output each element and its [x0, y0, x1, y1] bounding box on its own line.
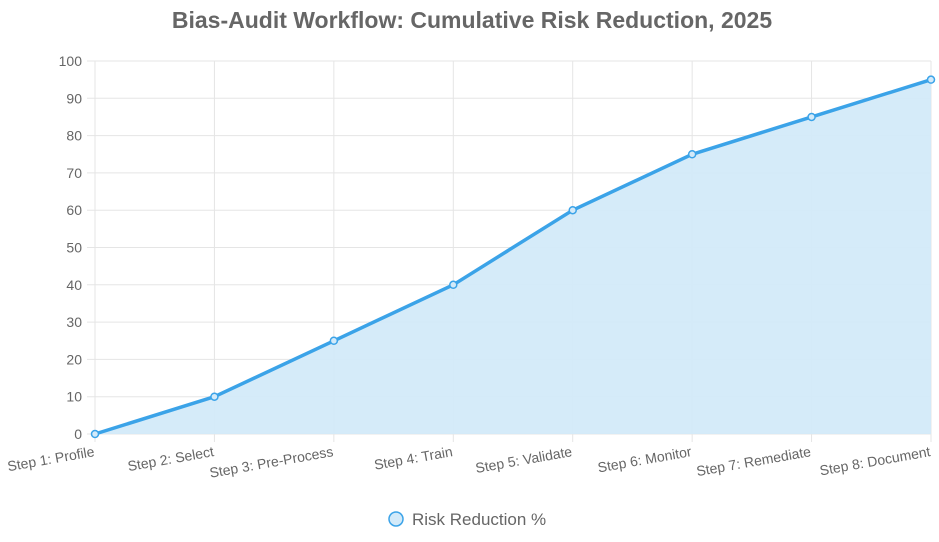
- y-tick-label: 20: [66, 351, 82, 367]
- y-tick-label: 10: [66, 389, 82, 405]
- data-point[interactable]: [449, 280, 458, 290]
- data-point[interactable]: [568, 205, 577, 215]
- x-tick-label: Step 2: Select: [126, 443, 215, 474]
- y-tick-label: 0: [74, 426, 82, 442]
- series-points: [90, 75, 936, 439]
- y-tick-label: 60: [66, 202, 82, 218]
- y-tick-label: 30: [66, 314, 82, 330]
- data-point[interactable]: [329, 336, 339, 345]
- y-tick-label: 80: [66, 128, 82, 144]
- y-tick-label: 100: [59, 53, 83, 69]
- x-tick-label: Step 1: Profile: [6, 443, 96, 474]
- y-tick-label: 50: [66, 240, 82, 256]
- y-tick-label: 40: [66, 277, 82, 293]
- data-point[interactable]: [687, 150, 697, 159]
- x-tick-label: Step 4: Train: [373, 443, 454, 473]
- chart-title: Bias-Audit Workflow: Cumulative Risk Red…: [172, 7, 772, 33]
- legend-marker-icon: [388, 511, 404, 527]
- y-axis-ticks: 0 10 20 30 40 50 60 70 80 90 100: [59, 53, 83, 442]
- data-point[interactable]: [926, 75, 936, 84]
- x-tick-label: Step 7: Remediate: [695, 443, 812, 479]
- x-tick-label: Step 6: Monitor: [596, 443, 693, 475]
- data-point[interactable]: [210, 392, 219, 401]
- series-line-layer: [93, 77, 933, 436]
- data-point[interactable]: [90, 429, 100, 439]
- y-tick-label: 70: [66, 165, 82, 181]
- series-line: [93, 77, 933, 436]
- data-point[interactable]: [807, 112, 816, 122]
- y-tick-label: 90: [66, 90, 82, 106]
- x-tick-label: Step 3: Pre-Process: [208, 443, 334, 481]
- x-tick-label: Step 8: Document: [818, 443, 931, 478]
- legend[interactable]: Risk Reduction %: [388, 510, 546, 529]
- series-area-fill: [95, 79, 931, 434]
- legend-label: Risk Reduction %: [412, 510, 546, 529]
- series-area: [95, 79, 931, 434]
- x-tick-label: Step 5: Validate: [474, 443, 573, 476]
